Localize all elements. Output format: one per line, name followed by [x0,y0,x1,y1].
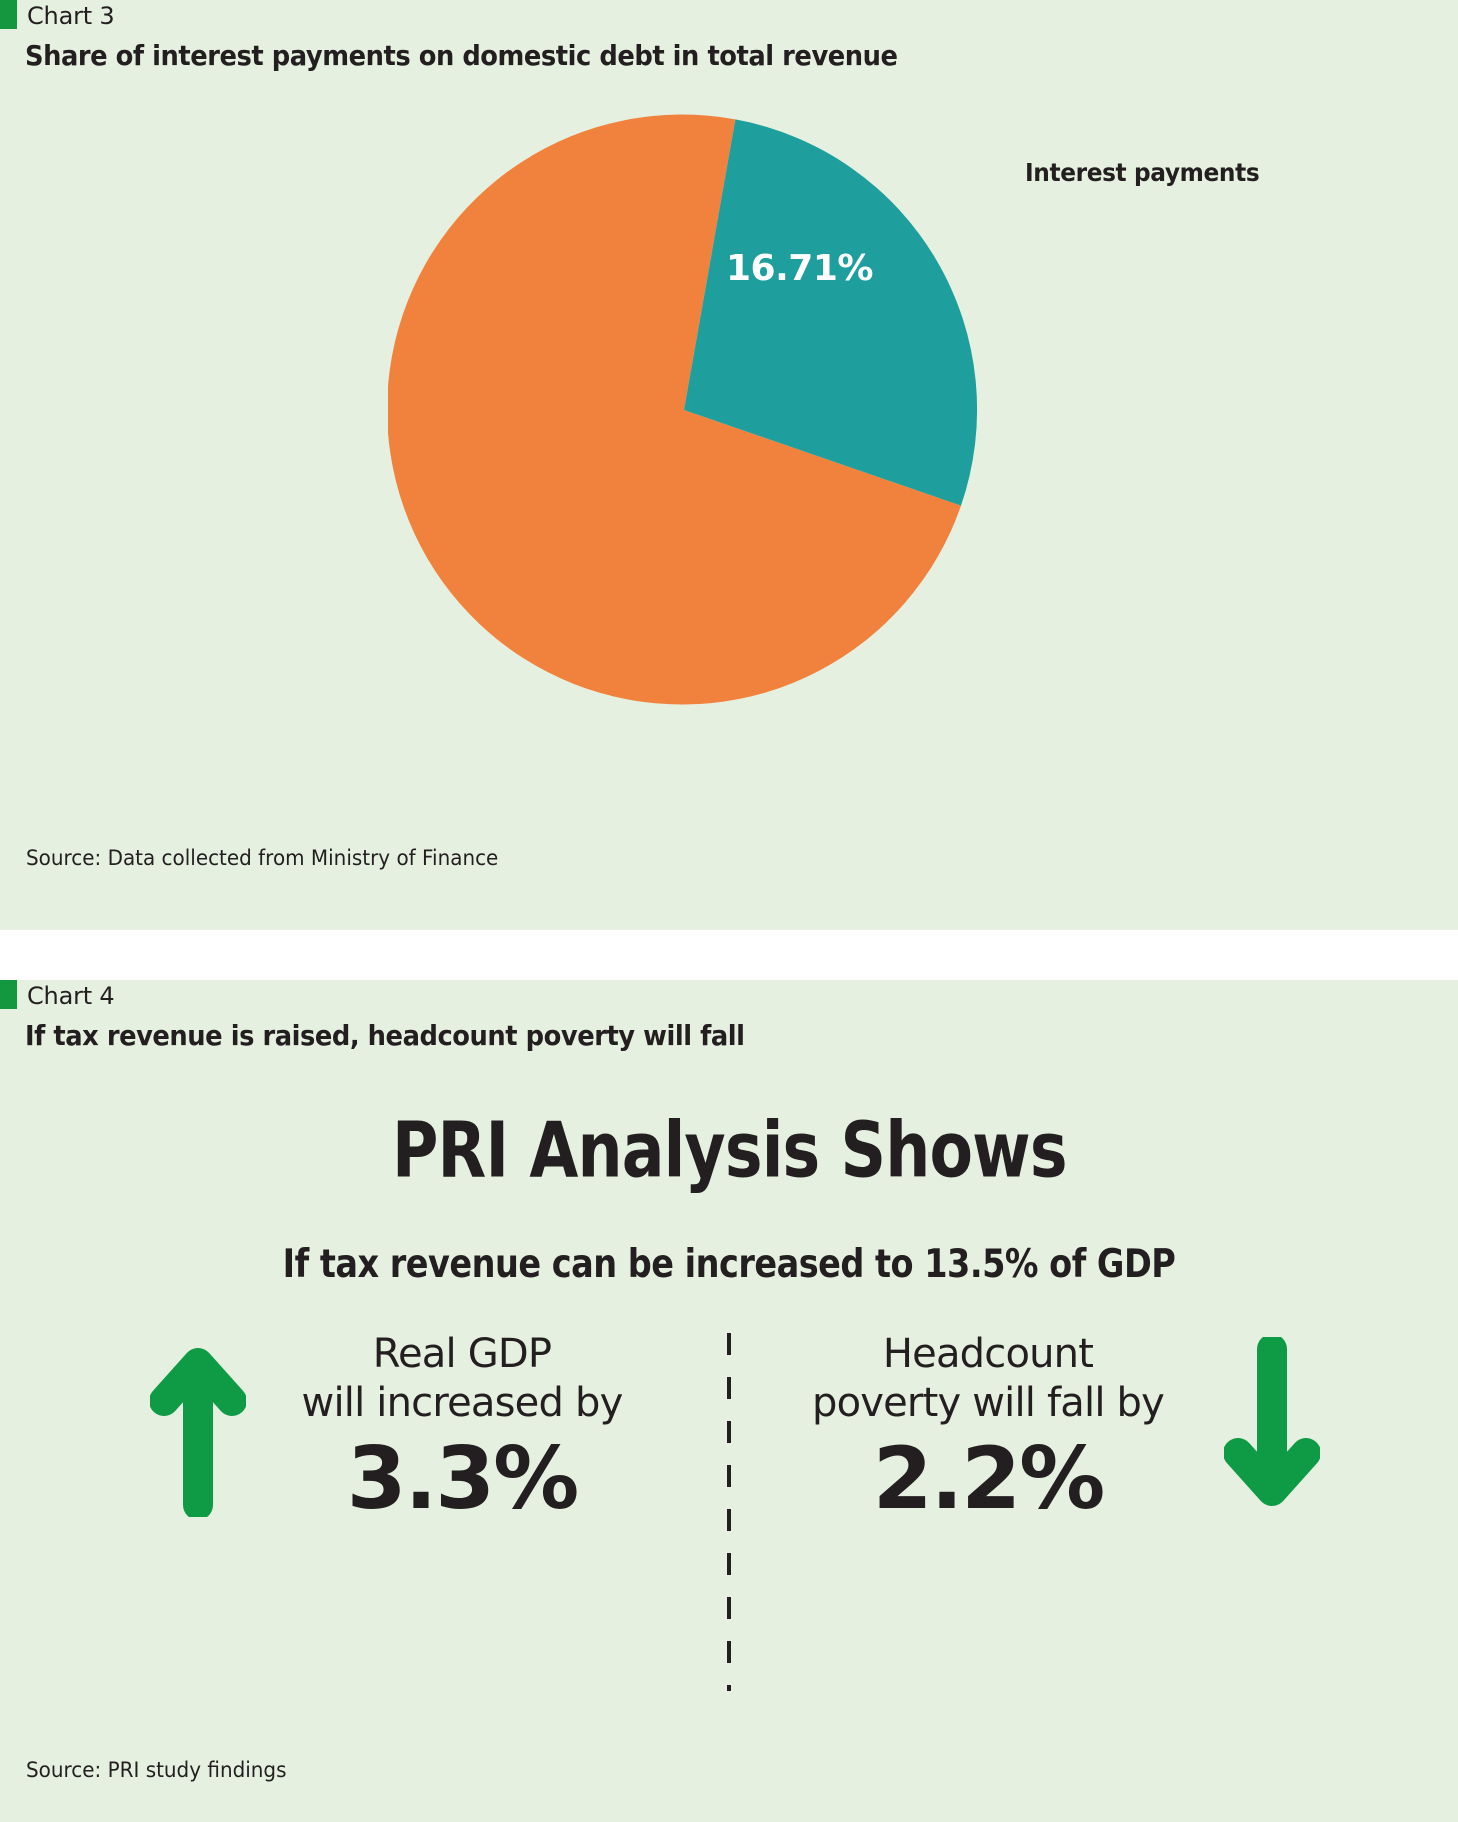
stats-dashed-divider [727,1333,731,1691]
stat-headcount-poverty: Headcount poverty will fall by 2.2% [760,1330,1321,1524]
pie-slice-interest-payments [684,119,978,506]
stat-headcount-poverty-caption-line2: poverty will fall by [811,1379,1165,1426]
pie-chart-svg [388,114,978,705]
stat-headcount-poverty-text: Headcount poverty will fall by 2.2% [760,1330,1216,1524]
arrow-up-icon [149,1337,247,1520]
chart3-marker-square [0,0,17,29]
chart3-title: Share of interest payments on domestic d… [25,39,898,72]
stat-real-gdp-value: 3.3% [346,1428,580,1529]
arrow-down-icon [1223,1333,1321,1517]
arrow-down-glyph [1223,1333,1321,1506]
stats-row: Real GDP will increased by 3.3% Headcoun… [0,1330,1458,1730]
stat-real-gdp: Real GDP will increased by 3.3% [149,1330,670,1524]
pie-chart [388,114,980,706]
chart3-kicker: Chart 3 [27,2,115,30]
stat-headcount-poverty-value: 2.2% [872,1428,1106,1529]
chart4-marker-square [0,980,17,1009]
stat-headcount-poverty-caption-line1: Headcount [882,1331,1094,1377]
chart4-title: If tax revenue is raised, headcount pove… [25,1019,745,1052]
pie-legend-label: Interest payments [1025,158,1260,187]
chart3-source: Source: Data collected from Ministry of … [26,846,499,870]
pri-analysis-heading: PRI Analysis Shows [0,1105,1458,1195]
pri-analysis-subheading-text: If tax revenue can be increased to 13.5%… [282,1242,1176,1287]
chart4-source: Source: PRI study findings [26,1758,287,1782]
pie-slice-value-label: 16.71% [726,248,873,289]
arrow-up-glyph [149,1347,247,1520]
stat-real-gdp-caption-line1: Real GDP [372,1331,552,1377]
pri-analysis-subheading: If tax revenue can be increased to 13.5%… [0,1242,1458,1287]
pie-slice-other [388,114,961,705]
stat-real-gdp-caption-line2: will increased by [301,1379,624,1426]
pri-analysis-heading-text: PRI Analysis Shows [391,1105,1068,1195]
chart4-kicker: Chart 4 [27,982,115,1010]
stat-real-gdp-text: Real GDP will increased by 3.3% [254,1330,670,1524]
chart3-panel: Chart 3 Share of interest payments on do… [0,0,1458,930]
